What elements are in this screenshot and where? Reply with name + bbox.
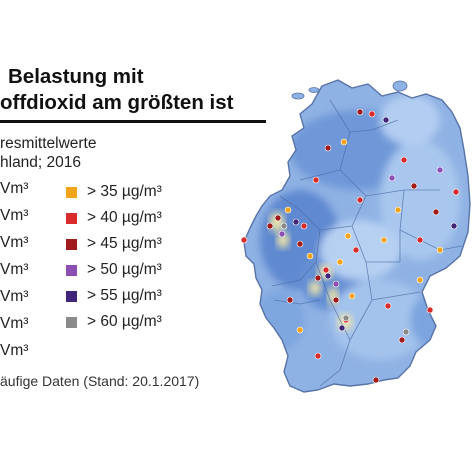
legend-left-item: Vm³ (0, 315, 29, 332)
legend-left-item: Vm³ (0, 234, 29, 251)
legend-swatch (66, 290, 77, 302)
legend-swatch (66, 186, 77, 198)
stations-over-55 (292, 116, 458, 332)
map-title: Belastung mit offdioxid am größten ist (0, 64, 233, 116)
legend-left-item: Vm³ (0, 261, 29, 278)
stations-over-50 (278, 166, 444, 288)
legend-item-45: > 45 µg/m³ (66, 231, 162, 257)
stations-over-40 (240, 110, 460, 360)
legend-item-50: > 50 µg/m³ (66, 257, 162, 283)
map-subtitle: resmittelwerte hland; 2016 (0, 134, 96, 172)
legend-swatch (66, 316, 77, 328)
legend-swatch (66, 212, 77, 224)
title-line-1: Belastung mit (8, 65, 144, 88)
legend-label: > 50 µg/m³ (87, 261, 162, 278)
subtitle-line-1: resmittelwerte (0, 135, 97, 152)
legend-left-item: Vm³ (0, 180, 29, 197)
legend-label: > 55 µg/m³ (87, 287, 162, 304)
legend-swatch (66, 264, 77, 276)
legend-left-column: Vm³ Vm³ Vm³ Vm³ Vm³ Vm³ Vm³ (0, 175, 28, 364)
legend-item-40: > 40 µg/m³ (66, 205, 162, 231)
title-divider (0, 120, 266, 123)
state-borders (271, 99, 463, 387)
legend-left-item: Vm³ (0, 342, 29, 359)
legend-item-35: > 35 µg/m³ (66, 179, 162, 205)
stations-over-35 (284, 138, 444, 334)
title-line-2: offdioxid am größten ist (0, 91, 234, 114)
islands (291, 80, 408, 100)
legend-label: > 35 µg/m³ (87, 183, 162, 200)
legend-right-column: > 35 µg/m³ > 40 µg/m³ > 45 µg/m³ > 50 µg… (66, 179, 162, 335)
legend-item-55: > 55 µg/m³ (66, 283, 162, 309)
stations-over-60 (280, 222, 410, 336)
legend-swatch (66, 238, 77, 250)
station-markers (240, 108, 460, 384)
legend-label: > 40 µg/m³ (87, 209, 162, 226)
legend-left-item: Vm³ (0, 207, 29, 224)
legend-item-60: > 60 µg/m³ (66, 309, 162, 335)
legend-label: > 45 µg/m³ (87, 235, 162, 252)
legend-left-item: Vm³ (0, 288, 29, 305)
source-note: äufige Daten (Stand: 20.1.2017) (0, 373, 200, 389)
stations-over-45 (266, 108, 440, 384)
subtitle-line-2: hland; 2016 (0, 154, 82, 171)
legend-label: > 60 µg/m³ (87, 313, 162, 330)
